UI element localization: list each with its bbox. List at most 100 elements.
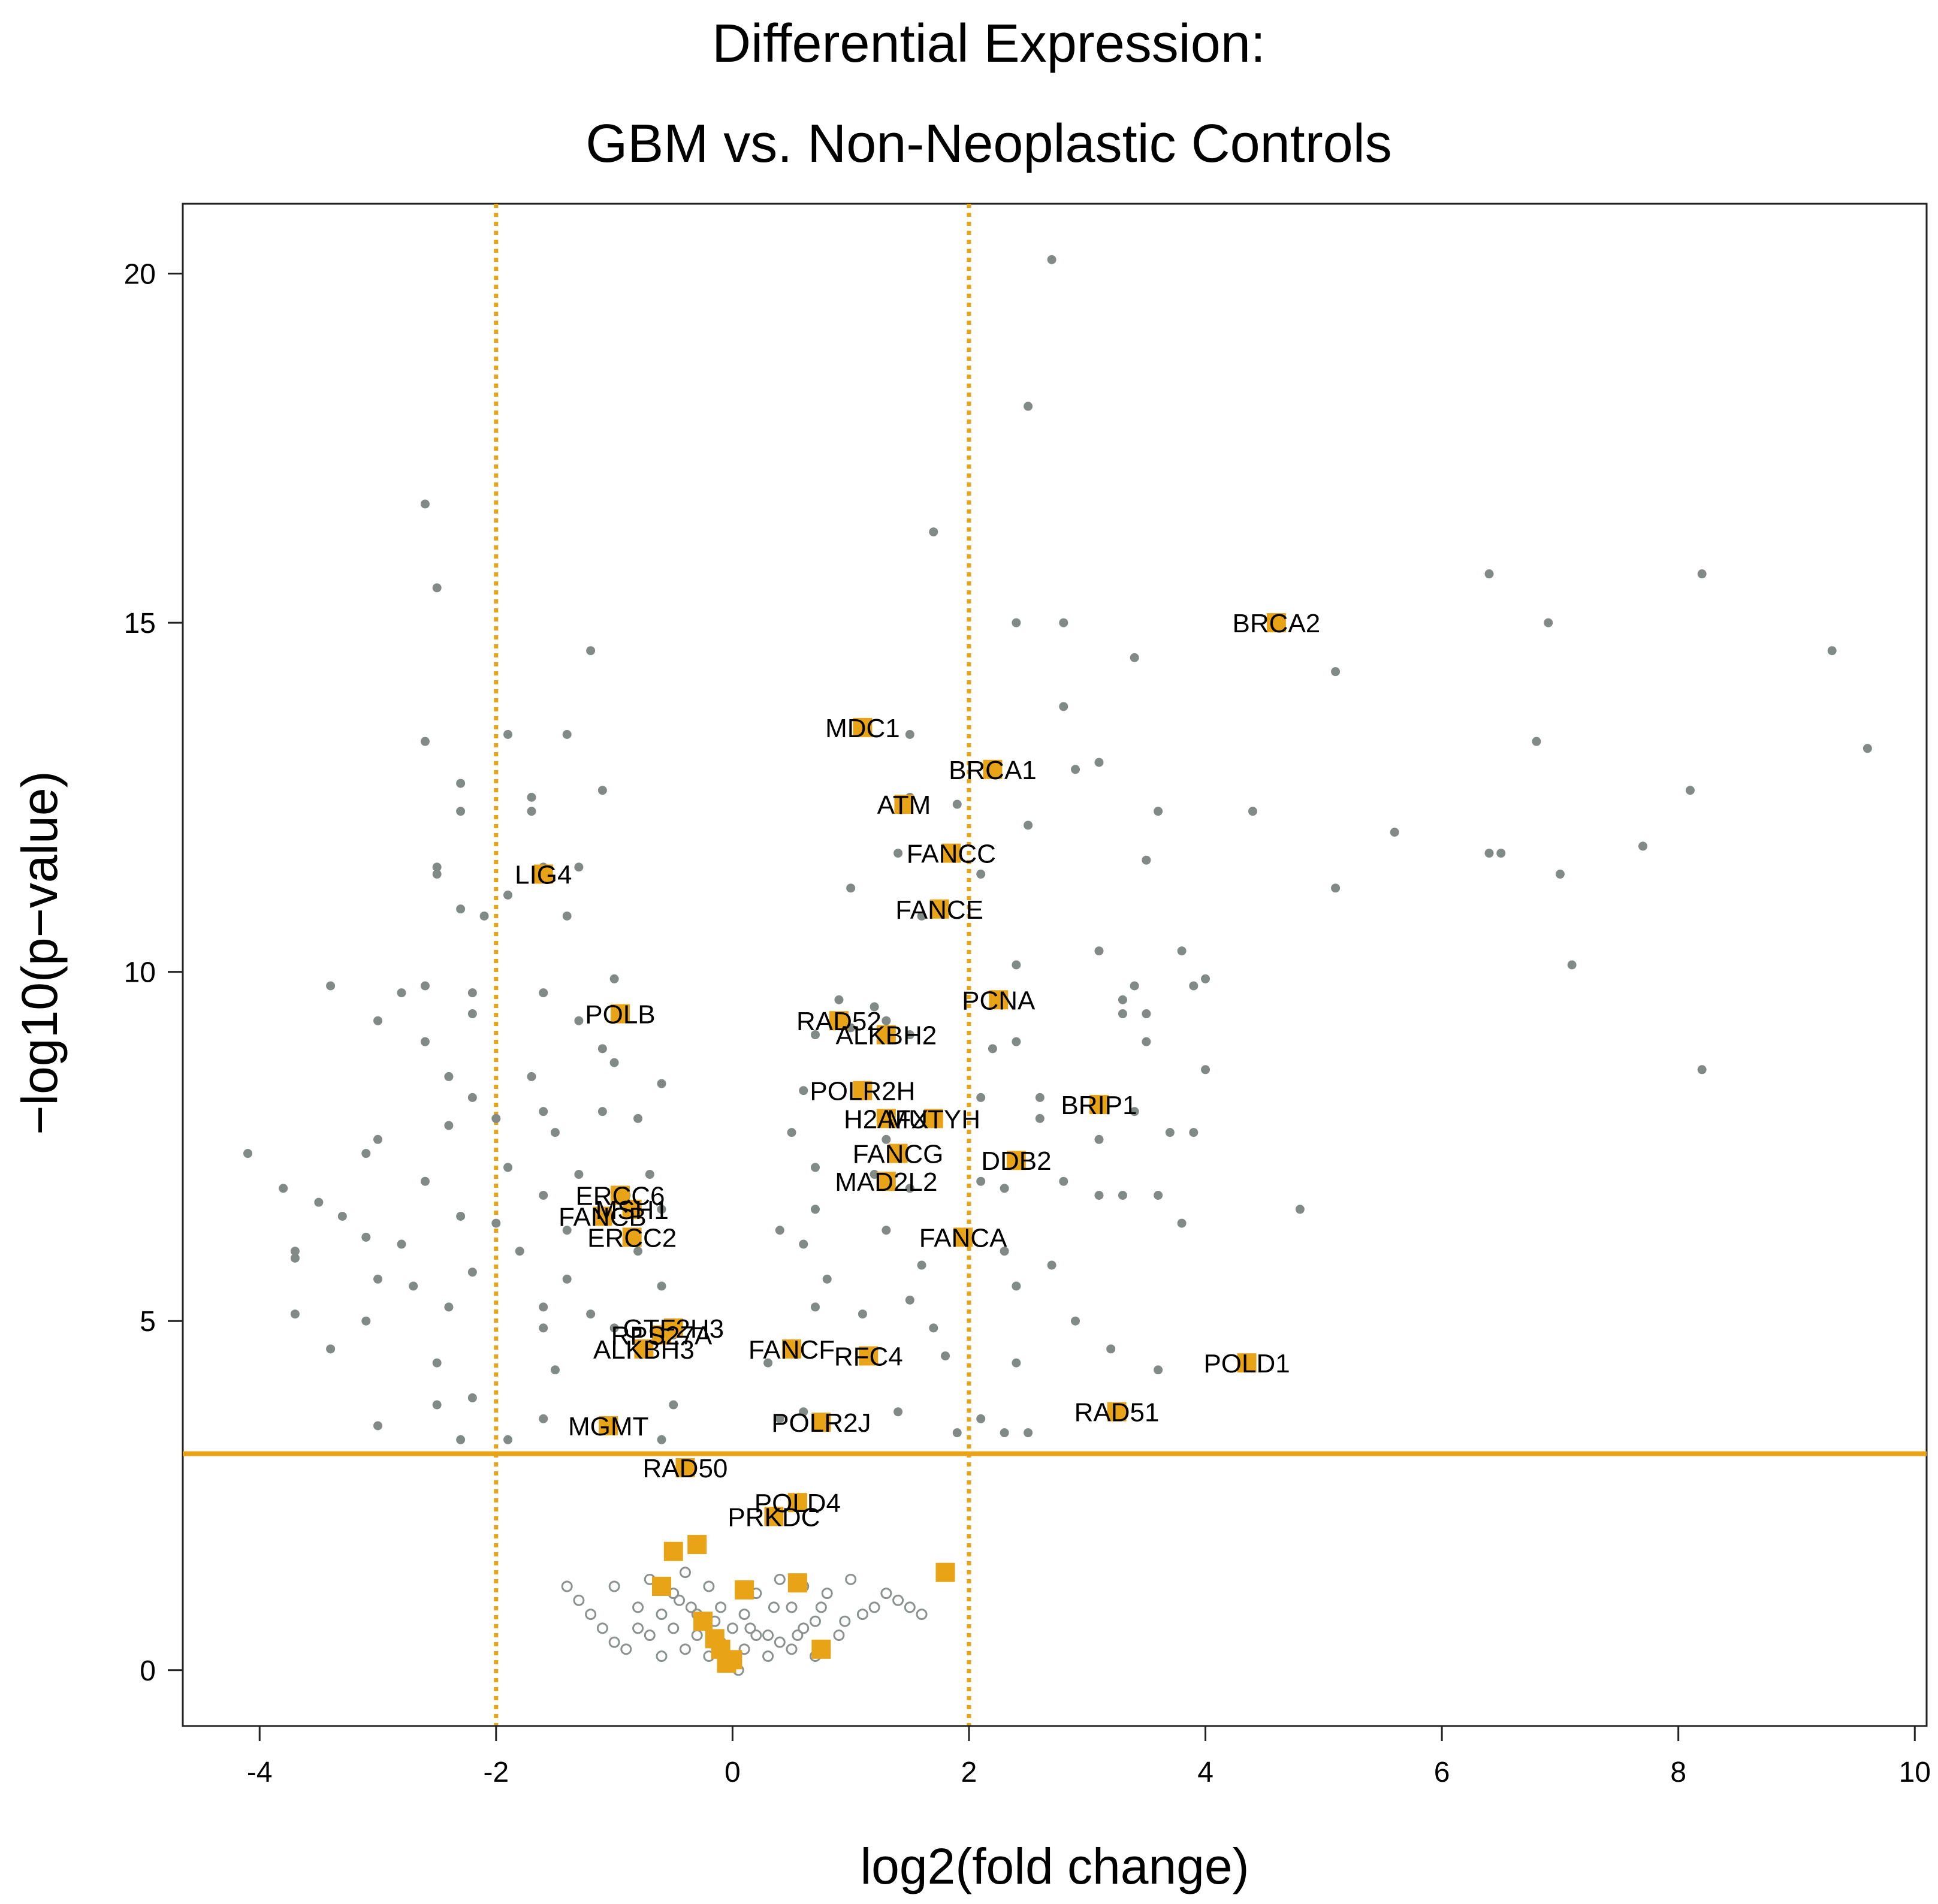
data-point xyxy=(456,904,466,914)
data-point xyxy=(633,1247,643,1256)
data-point xyxy=(799,1239,808,1249)
data-point-open xyxy=(762,1650,774,1662)
data-point xyxy=(799,1407,808,1417)
data-point xyxy=(1177,946,1187,956)
gene-marker xyxy=(929,899,949,919)
data-point xyxy=(337,1211,347,1221)
data-point xyxy=(976,1414,986,1423)
x-tick-label: 4 xyxy=(1197,1757,1213,1788)
data-point xyxy=(834,995,844,1004)
data-point xyxy=(1118,1190,1127,1200)
data-point xyxy=(467,1393,477,1402)
data-point xyxy=(444,1302,454,1312)
data-point xyxy=(1331,667,1341,677)
data-point-open xyxy=(679,1643,691,1655)
x-tick-label: -2 xyxy=(483,1757,509,1788)
data-point xyxy=(657,1435,666,1444)
data-point xyxy=(420,737,430,746)
data-point xyxy=(1165,1128,1175,1137)
data-point xyxy=(905,1030,914,1040)
data-point xyxy=(929,1323,938,1333)
data-point xyxy=(550,1365,560,1375)
y-tick-label: 20 xyxy=(124,259,156,291)
x-tick-label: -4 xyxy=(247,1757,273,1788)
gene-label: FANCF xyxy=(748,1335,835,1365)
data-point xyxy=(444,1072,454,1081)
data-point xyxy=(1544,618,1553,627)
gene-label: ALKBH2 xyxy=(835,1021,937,1051)
x-tick-label: 0 xyxy=(725,1757,741,1788)
data-point-open xyxy=(845,1573,857,1585)
data-point xyxy=(290,1247,300,1256)
gene-label: FANCG xyxy=(853,1140,944,1169)
data-point xyxy=(1130,1107,1139,1117)
data-point xyxy=(609,1058,619,1067)
data-point xyxy=(562,1274,572,1284)
data-point-open xyxy=(738,1609,750,1621)
data-point-open xyxy=(821,1588,833,1600)
data-point xyxy=(456,1211,466,1221)
gene-marker xyxy=(1266,613,1286,633)
data-point xyxy=(1862,744,1872,753)
data-point xyxy=(1496,849,1506,858)
data-point xyxy=(326,1344,336,1354)
data-point xyxy=(1142,1037,1151,1046)
data-point-open xyxy=(856,1609,868,1621)
data-point xyxy=(420,1037,430,1046)
gene-label: BRCA1 xyxy=(949,756,1037,785)
gene-label: RAD51 xyxy=(1074,1398,1160,1428)
data-point-open xyxy=(774,1636,786,1648)
data-point xyxy=(314,1197,324,1207)
gene-marker xyxy=(622,1199,642,1219)
data-point xyxy=(810,1302,820,1312)
gene-label: ERCC6 xyxy=(575,1181,665,1211)
data-point xyxy=(846,883,856,893)
data-point-open xyxy=(774,1573,786,1585)
data-point xyxy=(893,849,903,858)
data-point xyxy=(456,1435,466,1444)
chart-subtitle: GBM vs. Non-Neoplastic Controls xyxy=(585,114,1391,174)
gene-marker xyxy=(593,1206,612,1226)
data-point xyxy=(432,1400,442,1410)
data-point xyxy=(1154,807,1163,816)
gene-label: ERCC2 xyxy=(587,1223,677,1253)
data-point-open xyxy=(768,1601,780,1613)
data-point xyxy=(409,1281,418,1291)
data-point xyxy=(657,1281,666,1291)
gene-label: LIG4 xyxy=(515,861,572,890)
gene-marker xyxy=(853,717,873,737)
data-point xyxy=(373,1274,383,1284)
data-point xyxy=(1094,946,1104,956)
data-point xyxy=(539,1190,548,1200)
gene-marker xyxy=(787,1573,807,1593)
data-point-open xyxy=(632,1601,644,1613)
data-point xyxy=(1154,1190,1163,1200)
data-point xyxy=(539,988,548,998)
data-point xyxy=(1035,1093,1045,1102)
gene-label: FANCB xyxy=(559,1202,647,1232)
data-point xyxy=(373,1134,383,1144)
gene-marker xyxy=(811,1413,831,1432)
data-point xyxy=(597,1107,607,1117)
data-point xyxy=(1295,1205,1305,1214)
data-point xyxy=(810,1163,820,1172)
data-point xyxy=(1012,1281,1021,1291)
data-point xyxy=(905,1184,914,1193)
data-point xyxy=(361,1316,371,1326)
data-point xyxy=(574,862,584,872)
gene-label: MGMT xyxy=(568,1412,648,1441)
data-point-open xyxy=(703,1580,715,1592)
data-point xyxy=(1130,653,1139,662)
data-point xyxy=(609,1323,619,1333)
data-point xyxy=(609,974,619,983)
data-point xyxy=(1248,807,1257,816)
data-point xyxy=(243,1149,253,1158)
gene-label: FANCE xyxy=(895,895,983,925)
data-point-open xyxy=(738,1643,750,1655)
data-point-open xyxy=(715,1601,727,1613)
data-point xyxy=(1012,960,1021,970)
gene-label: POLR2J xyxy=(771,1408,871,1438)
gene-label: H2AFX xyxy=(844,1105,929,1134)
data-point-open xyxy=(656,1650,668,1662)
